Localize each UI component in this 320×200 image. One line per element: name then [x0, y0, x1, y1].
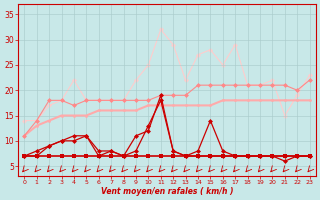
X-axis label: Vent moyen/en rafales ( km/h ): Vent moyen/en rafales ( km/h ) — [101, 187, 233, 196]
